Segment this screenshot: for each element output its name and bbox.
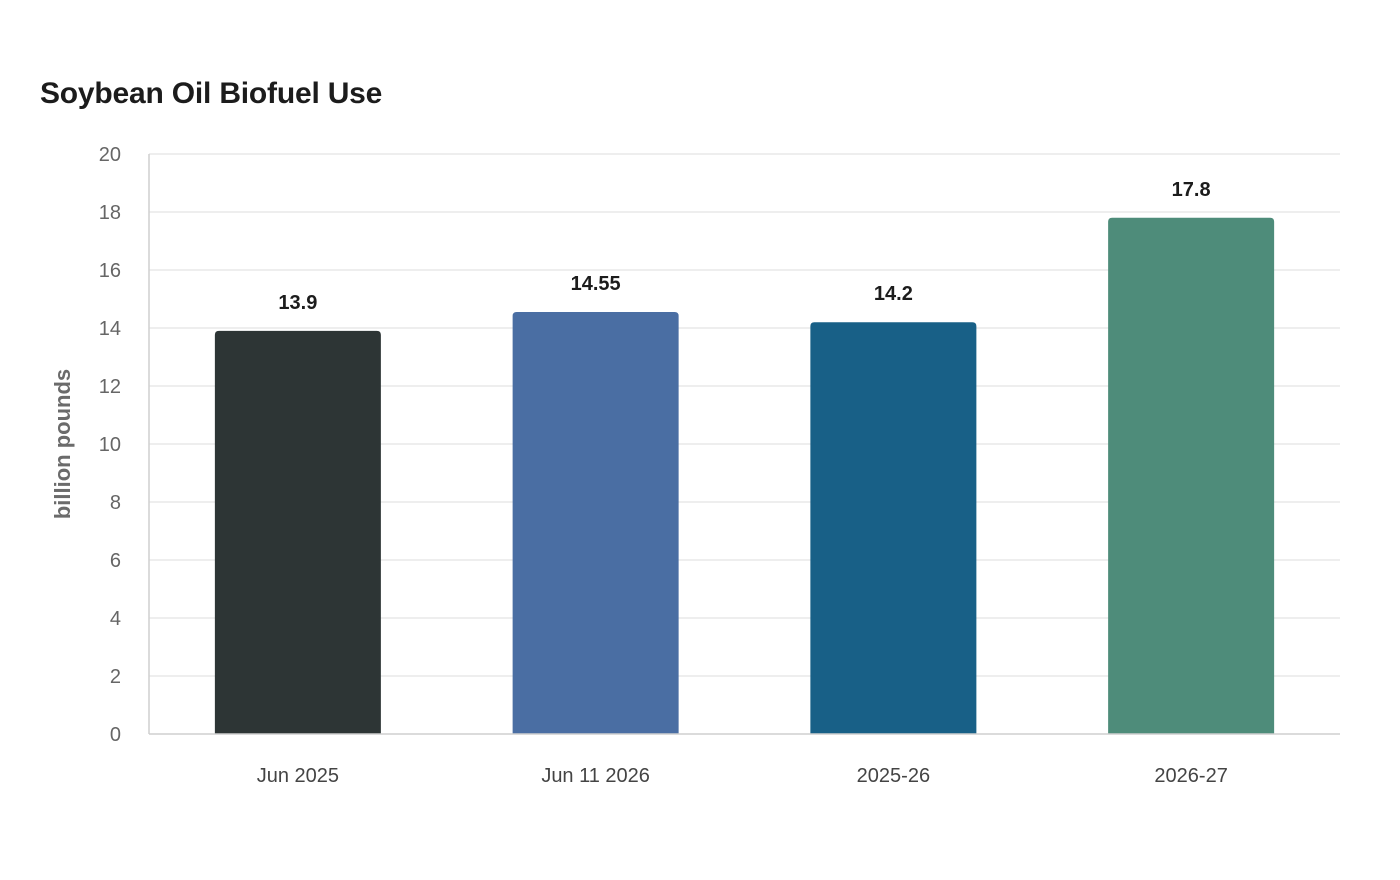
bar-value-label: 14.2 [874, 283, 913, 305]
bar [214, 330, 381, 734]
y-tick-label: 18 [99, 202, 121, 224]
y-tick-label: 16 [99, 260, 121, 282]
y-tick-label: 20 [99, 144, 121, 166]
x-tick-label: 2026-27 [1154, 765, 1227, 787]
bar [1108, 217, 1275, 735]
y-tick-label: 6 [110, 550, 121, 572]
bars [214, 217, 1275, 735]
y-tick-label: 14 [99, 318, 121, 340]
bar [810, 322, 977, 734]
y-tick-label: 0 [110, 724, 121, 746]
x-axis-ticks: Jun 2025 Jun 11 2026 2025-26 2026-27 [257, 765, 1228, 787]
x-tick-label: Jun 11 2026 [541, 765, 650, 787]
x-tick-label: Jun 2025 [257, 765, 339, 787]
bar [512, 312, 679, 734]
bar-value-label: 17.8 [1172, 179, 1211, 201]
y-tick-label: 10 [99, 434, 121, 456]
value-labels: 13.9 14.55 14.2 17.8 [278, 179, 1210, 314]
y-axis-title: billion pounds [50, 369, 75, 519]
bar-value-label: 14.55 [571, 273, 621, 295]
bar-value-label: 13.9 [278, 292, 317, 314]
y-tick-label: 8 [110, 492, 121, 514]
x-tick-label: 2025-26 [857, 765, 930, 787]
y-tick-label: 2 [110, 666, 121, 688]
y-tick-label: 4 [110, 608, 121, 630]
y-axis-ticks: 0 2 4 6 8 10 12 14 16 18 20 [99, 144, 121, 746]
y-tick-label: 12 [99, 376, 121, 398]
chart-title: Soybean Oil Biofuel Use [40, 77, 383, 110]
